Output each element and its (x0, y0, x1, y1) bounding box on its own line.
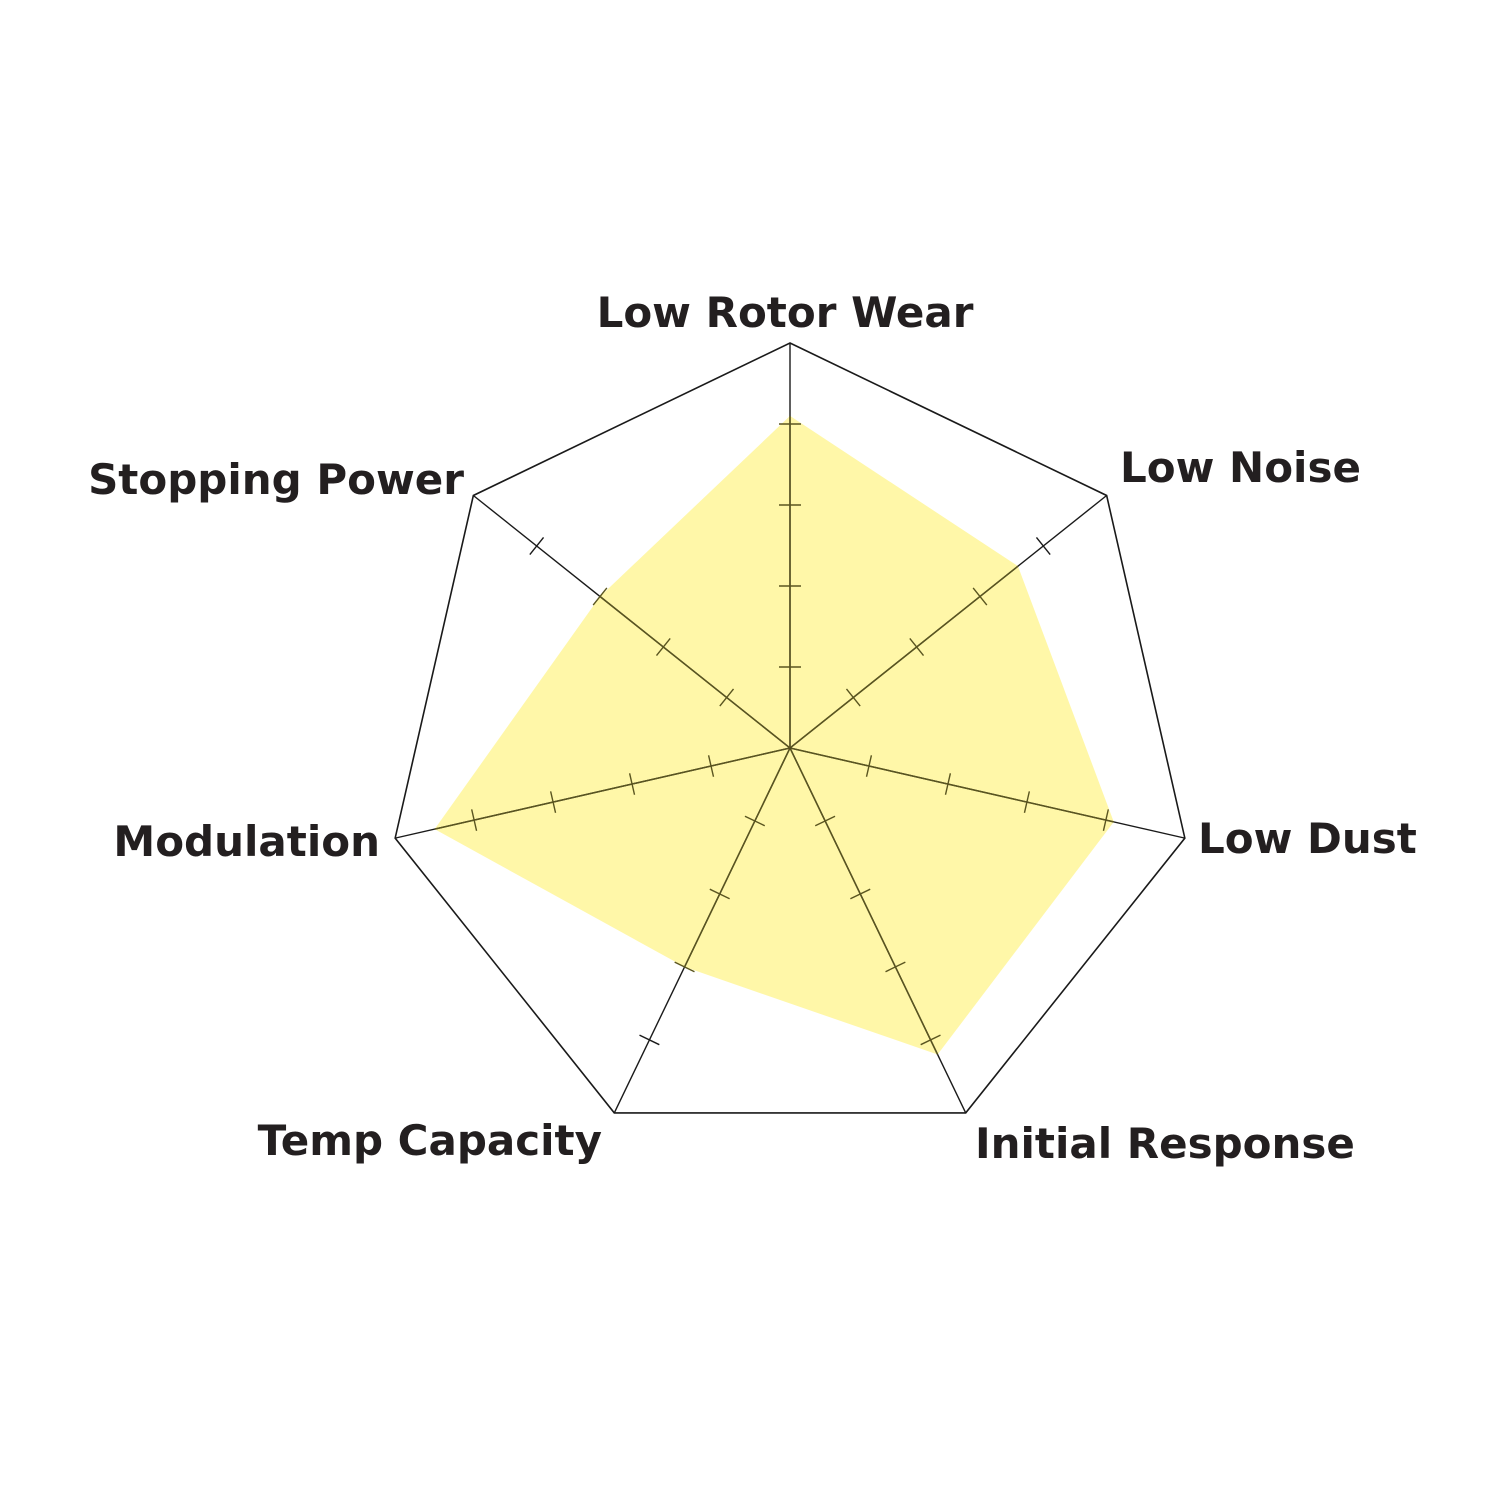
axis-spoke-inner (599, 595, 791, 749)
axis-tick (707, 755, 715, 777)
axis-spoke-inner (789, 747, 1114, 823)
axis-tick (814, 815, 836, 827)
axis-label-initial-response: Initial Response (975, 1119, 1355, 1168)
axis-label-low-dust: Low Dust (1198, 814, 1417, 863)
axis-spoke-inner (683, 747, 791, 968)
axis-tick (709, 888, 730, 900)
axis-tick (470, 809, 478, 831)
axis-tick (865, 755, 873, 777)
axis-spoke-inner (434, 747, 791, 830)
axis-tick (850, 888, 871, 900)
axis-tick (1023, 791, 1031, 813)
axis-label-temp-capacity: Temp Capacity (258, 1116, 602, 1165)
axis-label-low-rotor-wear: Low Rotor Wear (597, 288, 974, 337)
axis-tick (920, 1034, 941, 1046)
outer-grid-heptagon (394, 342, 1186, 1114)
axis-tick (639, 1034, 660, 1046)
axis-label-stopping-power: Stopping Power (88, 455, 464, 504)
axis-tick (592, 587, 608, 606)
axis-tick (719, 688, 735, 707)
axis-tick (909, 637, 925, 657)
axis-tick (1102, 809, 1110, 831)
axis-tick (885, 961, 906, 973)
axis-tick (529, 536, 545, 556)
axis-tick (972, 587, 988, 606)
axis-spoke-inner (789, 747, 939, 1055)
axis-label-low-noise: Low Noise (1120, 443, 1361, 492)
axis-tick (549, 791, 557, 813)
axis-tick (655, 637, 671, 657)
axis-tick (628, 773, 636, 795)
axis-tick (944, 773, 952, 795)
axis-tick (1035, 536, 1051, 556)
axis-tick (744, 815, 766, 827)
axis-tick (674, 961, 695, 973)
axis-tick (845, 688, 861, 707)
axis-label-modulation: Modulation (113, 817, 380, 866)
